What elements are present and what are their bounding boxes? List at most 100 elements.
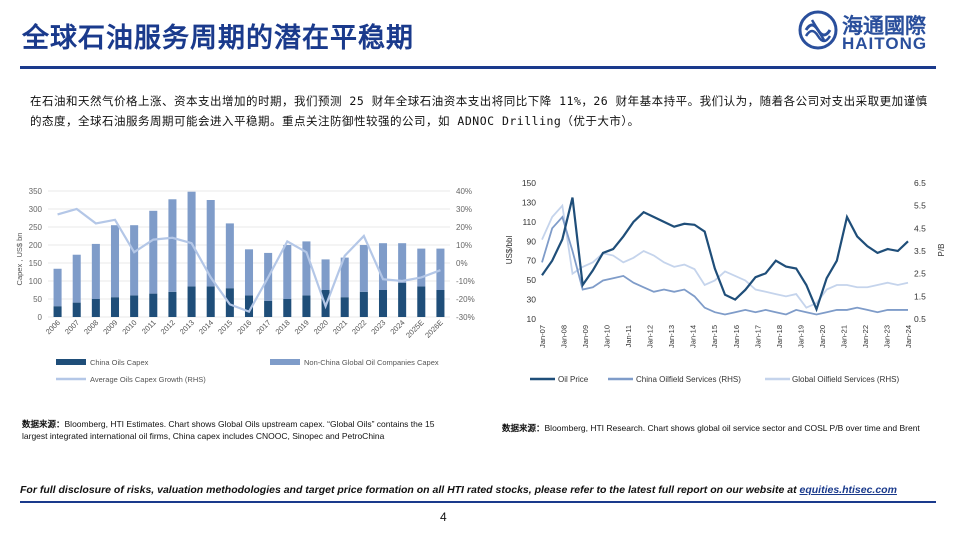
- capex-x-tick: 2026E: [423, 318, 445, 340]
- oil-x-tick: Jan-22: [861, 325, 870, 348]
- oil-x-tick: Jan-09: [581, 325, 590, 348]
- non-china-capex-bar: [340, 257, 349, 298]
- china-capex-bar: [417, 286, 426, 317]
- non-china-capex-bar: [378, 243, 388, 290]
- non-china-capex-bar: [436, 248, 445, 290]
- oil-x-tick: Jan-14: [689, 325, 698, 348]
- oil-x-tick: Jan-24: [904, 325, 913, 348]
- capex-chart: 0 50 100 150 200 250 300 350 -30% -20% -10% 0% 10% 2…: [15, 187, 475, 384]
- left-source-label: 数据来源：: [22, 419, 65, 429]
- legend-growth: Average Oils Capex Growth (RHS): [90, 375, 206, 384]
- capex-x-tick: 2018: [274, 318, 292, 336]
- capex-y2-tick: 30%: [456, 205, 472, 214]
- logo-text-cn: 海通國際: [842, 14, 926, 38]
- legend-non-china-capex: Non-China Global Oil Companies Capex: [304, 358, 439, 367]
- pb-y-tick: 6.5: [914, 178, 926, 188]
- capex-growth-line: [57, 207, 441, 313]
- legend-china-services: China Oilfield Services (RHS): [636, 375, 741, 384]
- capex-y2-tick: -20%: [456, 295, 475, 304]
- legend-swatch-non-china-capex: [270, 359, 300, 365]
- haitong-logo-icon: [798, 10, 838, 50]
- oil-services-chart: 10 30 50 70 90 110 130 150 0.5 1.5 2.5 3.5 4.5 5.5 6.…: [505, 178, 946, 384]
- capex-x-tick: 2015: [216, 318, 234, 336]
- legend-swatch-china-capex: [56, 359, 86, 365]
- china-capex-bar: [264, 300, 273, 317]
- left-source-text: Bloomberg, HTI Estimates. Chart shows Gl…: [22, 419, 435, 441]
- capex-y-tick: 300: [29, 205, 43, 214]
- capex-y2-tick: 10%: [456, 241, 472, 250]
- china-capex-bar: [283, 299, 292, 317]
- capex-x-tick: 2022: [350, 318, 368, 336]
- china-capex-bar: [398, 282, 407, 317]
- non-china-capex-bar: [91, 243, 100, 299]
- china-capex-bar: [110, 297, 120, 317]
- logo-text-en: HAITONG: [842, 34, 928, 53]
- non-china-capex-bar: [225, 223, 234, 289]
- oil-x-tick: Jan-08: [560, 325, 569, 348]
- china-capex-bar: [340, 297, 349, 317]
- disclosure-body: For full disclosure of risks, valuation …: [20, 484, 800, 496]
- oil-y-tick: 10: [527, 314, 537, 324]
- china-capex-bar: [91, 299, 100, 317]
- capex-y2-tick: -30%: [456, 313, 475, 322]
- china-capex-bar: [302, 295, 311, 317]
- china-capex-bar: [187, 286, 196, 317]
- disclosure-text: For full disclosure of risks, valuation …: [20, 484, 897, 496]
- capex-y2-tick: 20%: [456, 223, 472, 232]
- capex-y2-tick: 40%: [456, 187, 472, 196]
- oil-y-tick: 70: [527, 256, 537, 266]
- non-china-capex-bar: [244, 249, 254, 296]
- china-capex-bar: [436, 290, 445, 317]
- website-link[interactable]: equities.htisec.com: [799, 484, 897, 496]
- china-capex-bar: [244, 295, 254, 317]
- non-china-capex-bar: [417, 248, 426, 287]
- china-capex-bar: [149, 293, 158, 317]
- oil-y-axis-label: US$/bbl: [505, 236, 514, 265]
- capex-x-tick: 2006: [44, 318, 62, 336]
- oil-x-tick: Jan-19: [796, 325, 805, 348]
- capex-y-axis-label: Capex , US$ bn: [15, 233, 24, 286]
- china-capex-bar: [72, 302, 81, 317]
- capex-y2-tick: -10%: [456, 277, 475, 286]
- non-china-capex-bar: [130, 225, 139, 296]
- china-capex-bar: [168, 291, 177, 317]
- intro-paragraph: 在石油和天然气价格上涨、资本支出增加的时期，我们预测 25 财年全球石油资本支出…: [30, 94, 928, 128]
- non-china-capex-bar: [283, 245, 292, 299]
- legend-oil-price: Oil Price: [558, 375, 589, 384]
- capex-x-tick: 2025E: [404, 318, 426, 340]
- oil-x-tick: Jan-23: [882, 325, 891, 348]
- china-capex-bar: [378, 290, 388, 317]
- oil-x-tick: Jan-13: [667, 325, 676, 348]
- pb-y-axis-label: P/B: [937, 244, 946, 257]
- capex-x-tick: 2020: [312, 318, 330, 336]
- oil-y-tick: 150: [522, 178, 536, 188]
- capex-y-tick: 50: [33, 295, 42, 304]
- non-china-capex-bar: [206, 200, 215, 287]
- capex-y-tick: 200: [29, 241, 43, 250]
- page-title: 全球石油服务周期的潜在平稳期: [22, 23, 414, 54]
- oil-x-tick: Jan-17: [753, 325, 762, 348]
- capex-y-tick: 100: [29, 277, 43, 286]
- capex-x-tick: 2019: [293, 318, 311, 336]
- non-china-capex-bar: [359, 245, 368, 292]
- left-chart-source: 数据来源：Bloomberg, HTI Estimates. Chart sho…: [22, 418, 442, 442]
- capex-y-tick: 0: [38, 313, 43, 322]
- oil-x-tick: Jan-20: [818, 325, 827, 348]
- non-china-capex-bar: [53, 268, 62, 307]
- footer-divider: [20, 501, 936, 503]
- pb-y-tick: 4.5: [914, 223, 926, 233]
- oil-x-tick: Jan-07: [538, 325, 547, 348]
- capex-x-tick: 2011: [140, 318, 158, 336]
- oil-legend: Oil Price China Oilfield Services (RHS) …: [530, 375, 899, 384]
- oil-x-tick: Jan-18: [775, 325, 784, 348]
- oil-x-tick: Jan-10: [603, 325, 612, 348]
- oil-y-tick: 110: [522, 217, 536, 227]
- haitong-logo: 海通國際 HAITONG: [798, 8, 948, 58]
- non-china-capex-bar: [321, 259, 330, 290]
- oil-x-tick: Jan-21: [839, 325, 848, 348]
- pb-y-tick: 3.5: [914, 246, 926, 256]
- oil-price-line: [541, 197, 909, 313]
- oil-y-tick: 130: [522, 197, 536, 207]
- pb-y-tick: 5.5: [914, 201, 926, 211]
- china-capex-bar: [206, 286, 215, 317]
